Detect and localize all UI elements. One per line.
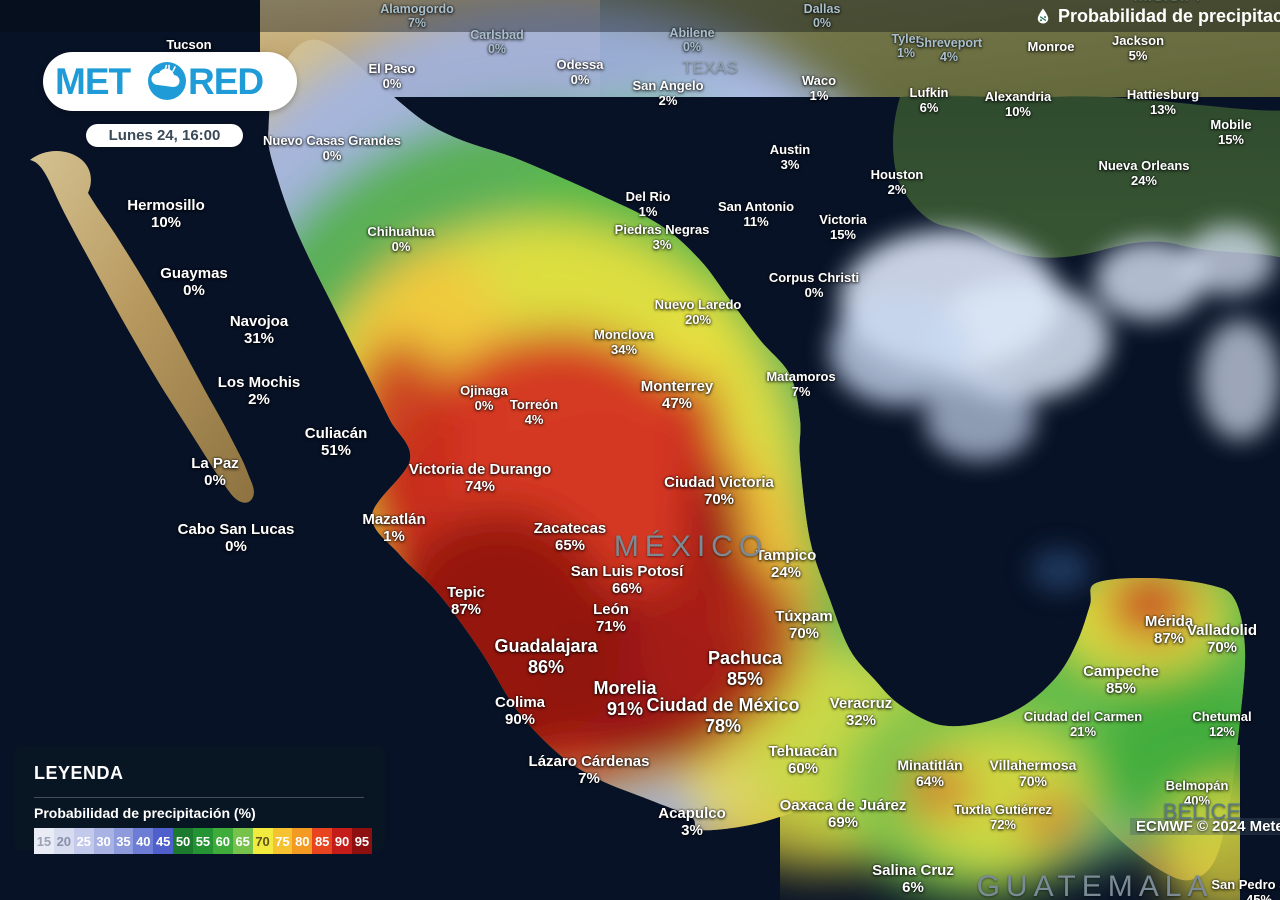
svg-text:MET: MET [55,61,132,102]
svg-text:RED: RED [188,61,263,102]
